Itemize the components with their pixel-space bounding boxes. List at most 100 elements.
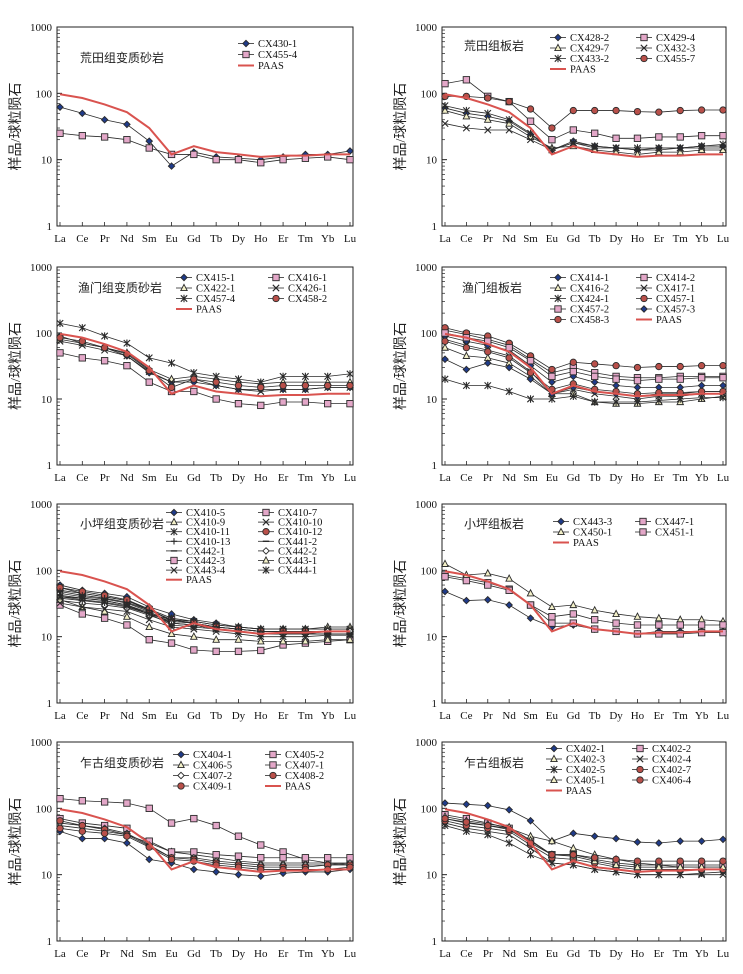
legend-item: CX443-4 <box>166 566 226 577</box>
data-point-Er <box>279 854 287 862</box>
data-point-Ce <box>78 827 86 835</box>
data-point-Yb <box>697 362 706 370</box>
data-point-Pr <box>483 359 492 367</box>
series-line <box>59 589 350 630</box>
series-CX450-1 <box>441 559 727 625</box>
data-point-Pr <box>100 115 109 124</box>
data-point-Eu <box>167 378 176 386</box>
y-tick-label: 1000 <box>415 262 438 274</box>
data-point-Tm <box>676 144 684 152</box>
series-PAAS <box>59 570 350 635</box>
data-point-Tb <box>591 129 599 137</box>
data-point-Er <box>654 613 663 622</box>
data-point-Gd <box>190 375 198 383</box>
data-point-Dy <box>234 375 243 383</box>
legend-item: CX405-1 <box>546 775 605 787</box>
x-tick-label-Yb: Yb <box>321 710 335 722</box>
legend-label: PAAS <box>258 61 284 72</box>
data-point-Nd <box>505 126 513 134</box>
data-point-Gd <box>190 369 198 377</box>
data-point-Er <box>279 636 288 645</box>
data-point-Dy <box>612 860 621 869</box>
data-point-Ho <box>257 646 265 655</box>
chart-panel-8: 1 10 100 1000 样品/球粒陨石 La Ce Pr Nd Sm Eu Gd Tb Dy Ho Er T… <box>393 737 730 960</box>
data-point-Tb <box>212 156 220 164</box>
data-point-Er <box>655 362 663 371</box>
x-tick-label-Ce: Ce <box>76 472 88 484</box>
panel-title: 渔门组变质砂岩 <box>78 280 162 295</box>
y-tick-label: 100 <box>36 328 53 340</box>
data-point-Tb <box>590 832 599 841</box>
legend-label: CX410-7 <box>278 508 317 519</box>
legend-marker <box>640 284 648 292</box>
data-point-Sm <box>526 395 535 403</box>
data-point-Tb <box>591 106 599 115</box>
legend-item: CX451-1 <box>635 528 694 539</box>
chart-panel-1: 1 10 100 1000 样品/球粒陨石 La Ce Pr Nd Sm Eu Gd Tb Dy Ho Er T… <box>8 22 357 245</box>
series-line <box>444 105 724 151</box>
legend-label: CX402-2 <box>652 744 691 755</box>
legend-label: CX442-1 <box>186 546 225 557</box>
x-tick-label-Tb: Tb <box>589 948 602 960</box>
x-tick-label-Lu: Lu <box>717 710 730 722</box>
y-tick-label: 1000 <box>415 737 438 749</box>
x-tick-label-La: La <box>439 233 451 245</box>
legend-item: CX402-3 <box>546 754 605 766</box>
data-point-Lu <box>346 400 354 408</box>
plot-frame <box>56 741 354 942</box>
data-point-Ce <box>462 596 471 605</box>
series-line <box>59 820 350 868</box>
x-tick-label-Ho: Ho <box>254 472 268 484</box>
legend-item: CX455-7 <box>636 54 695 65</box>
y-tick-label: 10 <box>426 155 438 167</box>
x-tick-label-Dy: Dy <box>609 472 623 484</box>
data-point-Tb <box>212 647 220 656</box>
legend-item: CX450-1 <box>553 527 612 539</box>
data-point-Dy <box>612 375 620 383</box>
legend-item: CX402-2 <box>632 744 691 755</box>
legend-marker <box>170 538 178 545</box>
data-point-Gd <box>189 632 198 640</box>
data-point-Er <box>279 381 287 390</box>
y-tick-label: 10 <box>41 870 53 882</box>
data-point-Nd <box>123 120 131 129</box>
legend-label: CX429-7 <box>570 44 609 55</box>
x-tick-label-Eu: Eu <box>165 472 178 484</box>
x-tick-label-Ho: Ho <box>631 948 645 960</box>
legend-label: CX457-3 <box>656 305 695 316</box>
y-tick-label: 10 <box>41 394 53 406</box>
plot-frame <box>56 266 354 466</box>
legend-item: CX447-1 <box>635 517 694 528</box>
legend-label: PAAS <box>285 782 311 793</box>
y-tick-label: 1000 <box>30 262 53 274</box>
legend: CX428-2 CX429-4 CX429-7 CX432-3 CX433-2 CX455… <box>550 33 696 76</box>
data-point-Pr <box>484 831 492 839</box>
data-point-Nd <box>123 621 131 629</box>
data-point-Pr <box>483 568 492 577</box>
data-point-Sm <box>526 357 535 365</box>
data-point-Ho <box>633 838 642 846</box>
legend-item: CX457-3 <box>636 305 695 316</box>
data-point-Dy <box>612 834 620 843</box>
legend-marker <box>170 556 178 565</box>
chart-panel-5: 1 10 100 1000 样品/球粒陨石 La Ce Pr Nd Sm Eu Gd Tb Dy Ho Er T… <box>8 499 357 722</box>
data-point-Er <box>279 372 287 381</box>
data-point-Pr <box>484 126 492 134</box>
data-point-Eu <box>167 359 176 367</box>
data-point-Gd <box>569 829 578 838</box>
data-point-Sm <box>145 616 153 624</box>
legend-label: CX402-4 <box>652 755 692 766</box>
data-point-Sm <box>145 636 153 644</box>
y-tick-label: 1000 <box>30 737 53 749</box>
x-tick-label-Ce: Ce <box>76 948 88 960</box>
data-point-La <box>56 794 64 803</box>
x-tick-label-Eu: Eu <box>165 948 178 960</box>
x-tick-label-Tm: Tm <box>298 472 314 484</box>
legend-label: CX441-2 <box>278 537 317 548</box>
data-point-Lu <box>346 370 354 378</box>
legend-label: CX442-2 <box>278 546 317 557</box>
x-tick-label-Tb: Tb <box>210 233 223 245</box>
data-point-Ce <box>78 109 87 118</box>
y-tick-label: 1 <box>47 221 53 233</box>
